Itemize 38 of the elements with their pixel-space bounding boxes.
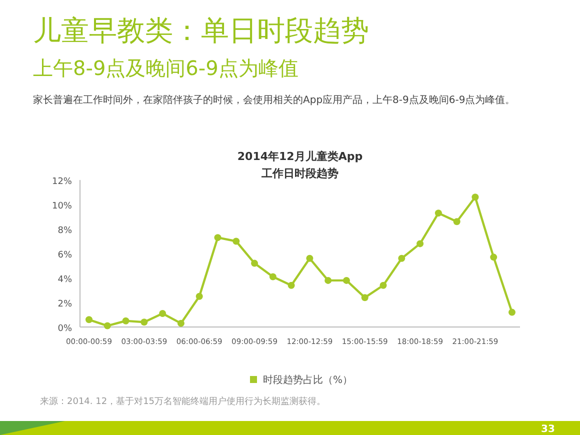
point: [453, 218, 460, 226]
point: [104, 322, 111, 330]
point: [269, 273, 276, 280]
chart-subtitle: 儿童早教类：单日时段趋势: [33, 14, 369, 47]
point: [159, 310, 166, 318]
point: [361, 294, 368, 302]
point: [324, 276, 332, 284]
text: 家长普遍在工作时间外，在家陪伴孩子的时候，会使用相关的App应用产品，上午8-9点及晚间6-9点为峰值。: [33, 94, 516, 106]
point: [140, 318, 148, 326]
point: [214, 234, 222, 242]
point: [86, 316, 92, 324]
y-tick-label: 8%: [58, 226, 72, 236]
point: [122, 317, 130, 324]
point: [196, 292, 203, 300]
text: 上午8-9点及晚间6-9点为峰值: [33, 56, 298, 80]
legend-label: 时段趋势占比（%）: [263, 374, 353, 386]
point: [288, 282, 295, 289]
text: 33: [541, 424, 555, 435]
point: [490, 254, 498, 261]
point: [232, 238, 240, 245]
point: [251, 260, 258, 267]
y-tick-label: 12%: [52, 177, 72, 187]
y-tick-label: 2%: [58, 300, 72, 310]
y-tick-label: 0%: [58, 324, 72, 334]
source-note: 来源：2014. 12，基于对15万名智能终端用户使用行为长期监测获得。: [40, 396, 326, 407]
point: [416, 240, 424, 248]
point: [380, 282, 387, 289]
chart-title: 2014年12月儿童类App 工作日时段趋势: [237, 150, 363, 180]
point: [508, 308, 516, 316]
y-tick-label: 6%: [58, 250, 72, 260]
y-tick-label: 4%: [58, 275, 72, 285]
point: [177, 320, 184, 327]
point: [306, 254, 314, 262]
point: [472, 194, 479, 201]
point: [342, 276, 350, 284]
point: [398, 254, 406, 262]
point: [434, 210, 442, 217]
y-tick-label: 10%: [52, 202, 72, 212]
